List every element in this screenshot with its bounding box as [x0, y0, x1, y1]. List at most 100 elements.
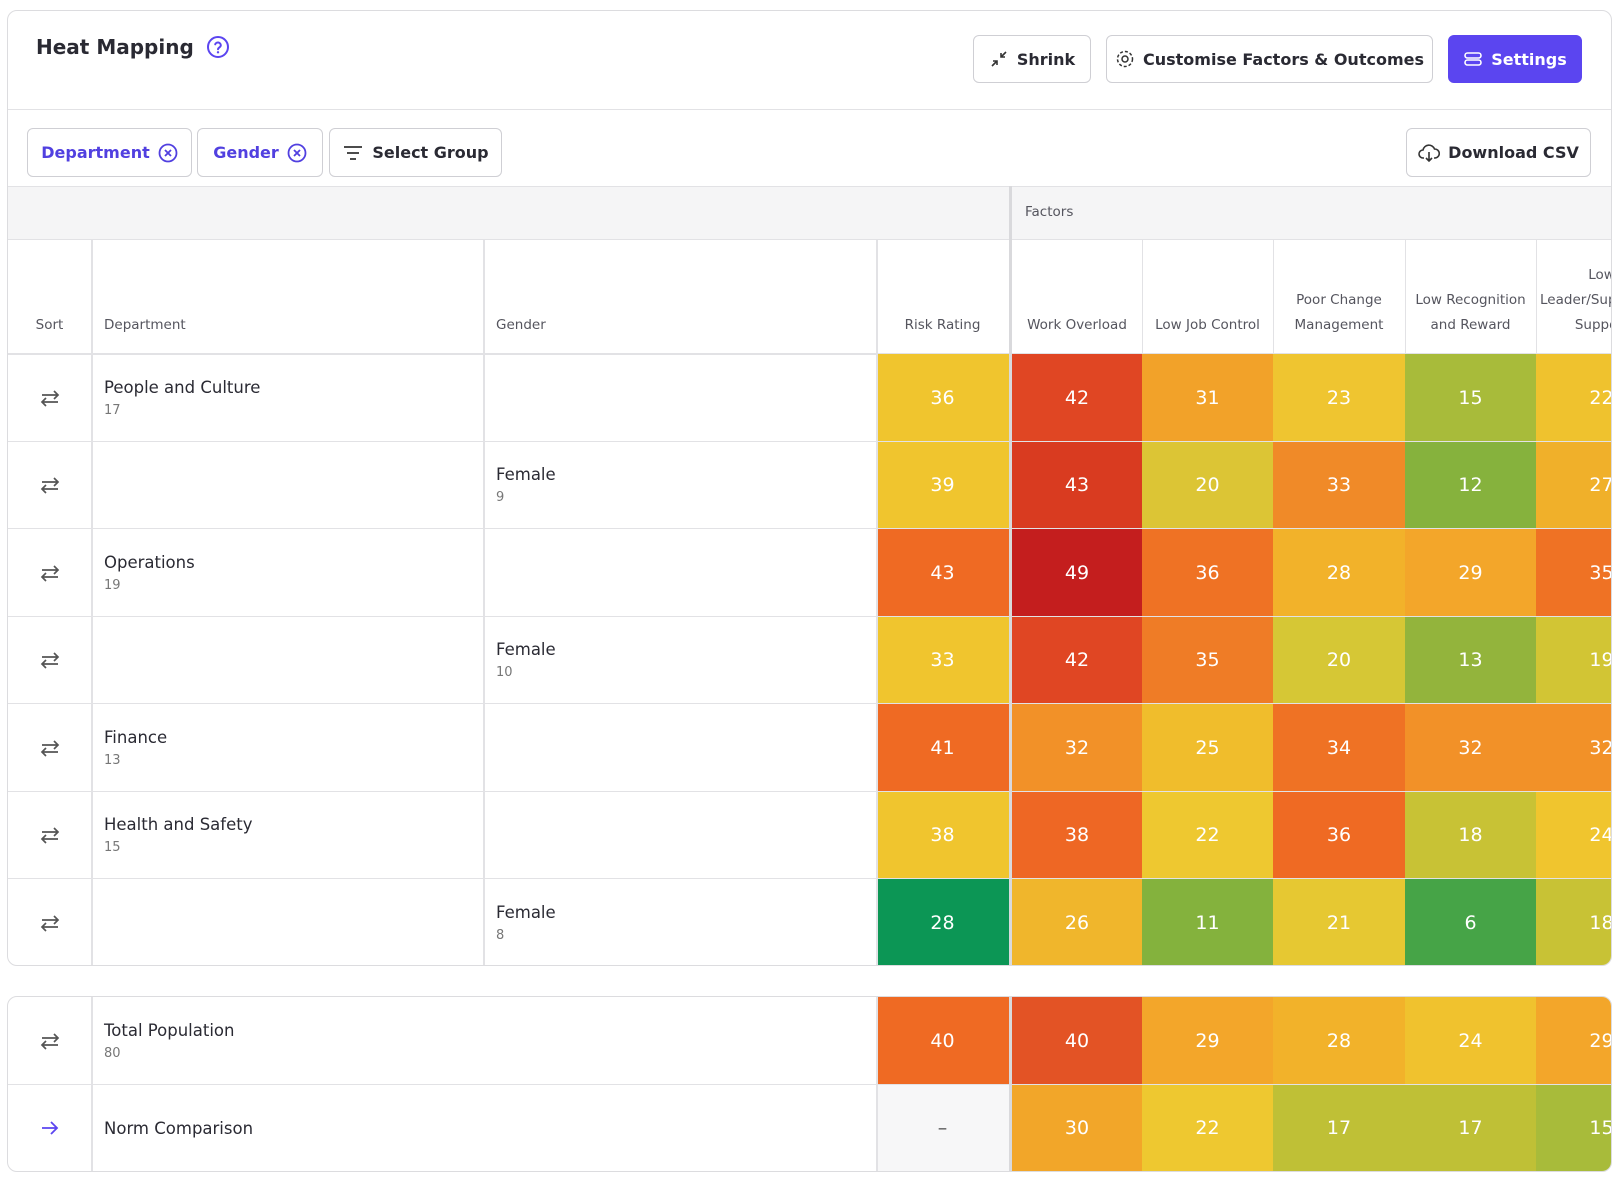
sort-icon[interactable]: [39, 649, 61, 671]
row-line: [8, 440, 1611, 442]
column-header: Low Leader/Supervisor Support: [1536, 240, 1611, 354]
sort-icon[interactable]: [39, 824, 61, 846]
heat-cell: 20: [1273, 616, 1405, 704]
chip-label: Department: [41, 143, 150, 162]
row-label: Operations: [104, 552, 195, 572]
gear-icon: [1116, 50, 1134, 68]
arrow-icon[interactable]: [39, 1117, 61, 1139]
heat-cell: 33: [1273, 441, 1405, 529]
row-count: 8: [496, 927, 505, 943]
label-cell: Norm Comparison: [91, 1085, 254, 1172]
summary-card: Total Population 80 40 40 29 28 24 29 Norm Compa…: [7, 996, 1612, 1172]
heat-cell: 29: [1536, 997, 1611, 1085]
heat-cell: 28: [1273, 997, 1405, 1085]
group-header: Factors: [1025, 204, 1074, 220]
heat-cell: 22: [1142, 1084, 1273, 1171]
label-cell: Female 8: [483, 879, 556, 965]
heat-cell: 15: [1536, 1084, 1611, 1171]
heat-cell: 38: [1012, 791, 1142, 879]
row-count: 9: [496, 490, 505, 506]
sort-cell: [8, 529, 91, 617]
row-count: 19: [104, 577, 121, 593]
button-label: Download CSV: [1448, 143, 1579, 162]
shrink-button[interactable]: Shrink: [973, 35, 1091, 83]
heat-cell: 32: [1536, 704, 1611, 792]
column-line: [483, 240, 485, 965]
label-cell: Female 10: [483, 617, 556, 705]
heat-cell: 32: [1405, 704, 1536, 792]
heat-cell: 36: [1273, 791, 1405, 879]
column-separator: [1009, 997, 1012, 1171]
heat-cell: 15: [1405, 354, 1536, 442]
button-label: Customise Factors & Outcomes: [1143, 49, 1424, 69]
button-label: Select Group: [372, 143, 489, 162]
row-label: Norm Comparison: [104, 1118, 254, 1138]
column-label: Sort: [35, 317, 64, 333]
row-line: [8, 1171, 1612, 1172]
column-label: Department: [104, 317, 186, 333]
row-line: [8, 1083, 1611, 1085]
row-line: [8, 615, 1611, 617]
heat-cell: 29: [1405, 529, 1536, 617]
row-label: Health and Safety: [104, 815, 253, 835]
help-icon[interactable]: [206, 35, 230, 59]
heat-cell: 22: [1142, 791, 1273, 879]
heat-cell: 26: [1012, 879, 1142, 965]
column-header: Sort: [8, 240, 91, 354]
heat-cell: 22: [1536, 354, 1611, 442]
select-group-button[interactable]: Select Group: [329, 128, 502, 177]
heat-cell: 36: [876, 354, 1009, 442]
row-label: Female: [496, 902, 556, 922]
heat-cell: 28: [876, 879, 1009, 965]
heat-cell: 30: [1012, 1084, 1142, 1171]
heat-cell: 40: [1012, 997, 1142, 1085]
column-header: Low Recognition and Reward: [1405, 240, 1536, 354]
column-label: Gender: [496, 317, 546, 333]
column-line: [876, 997, 878, 1171]
download-button[interactable]: Download CSV: [1406, 128, 1591, 177]
heat-cell: 17: [1273, 1084, 1405, 1171]
settings-button[interactable]: Settings: [1448, 35, 1582, 83]
heat-cell: 17: [1405, 1084, 1536, 1171]
heat-cell: 21: [1273, 879, 1405, 965]
customise-button[interactable]: Customise Factors & Outcomes: [1106, 35, 1433, 83]
heat-cell: 24: [1405, 997, 1536, 1085]
heat-cell: 29: [1142, 997, 1273, 1085]
sort-icon[interactable]: [39, 912, 61, 934]
sort-cell: [8, 617, 91, 705]
row-line: [8, 966, 1612, 967]
page-title: Heat Mapping: [36, 35, 194, 59]
heat-cell: 6: [1405, 879, 1536, 965]
column-label: Low Recognition and Reward: [1415, 292, 1526, 333]
heat-cell: 25: [1142, 704, 1273, 792]
filter-chip[interactable]: Gender: [197, 128, 323, 177]
sort-icon[interactable]: [39, 1030, 61, 1052]
remove-icon[interactable]: [158, 143, 178, 163]
column-line: [1142, 240, 1143, 354]
settings-icon: [1464, 52, 1483, 66]
column-header: Department: [91, 240, 483, 354]
sort-icon[interactable]: [39, 737, 61, 759]
heat-cell: 27: [1536, 441, 1611, 529]
row-label: Finance: [104, 727, 168, 747]
heat-cell: 23: [1273, 354, 1405, 442]
shrink-icon: [991, 51, 1007, 67]
heat-cell: 18: [1405, 791, 1536, 879]
heat-cell: 35: [1142, 616, 1273, 704]
column-line: [876, 240, 878, 965]
row-count: 10: [496, 665, 513, 681]
heat-cell: 28: [1273, 529, 1405, 617]
heat-cell: 34: [1273, 704, 1405, 792]
row-label: Female: [496, 465, 556, 485]
column-separator: [1009, 186, 1012, 965]
sort-cell: [8, 997, 91, 1085]
sort-icon[interactable]: [39, 474, 61, 496]
heat-cell: 42: [1012, 616, 1142, 704]
remove-icon[interactable]: [287, 143, 307, 163]
row-label: Total Population: [104, 1020, 235, 1040]
filter-chip[interactable]: Department: [27, 128, 192, 177]
sort-icon[interactable]: [39, 387, 61, 409]
sort-icon[interactable]: [39, 562, 61, 584]
sort-cell: [8, 1085, 91, 1172]
